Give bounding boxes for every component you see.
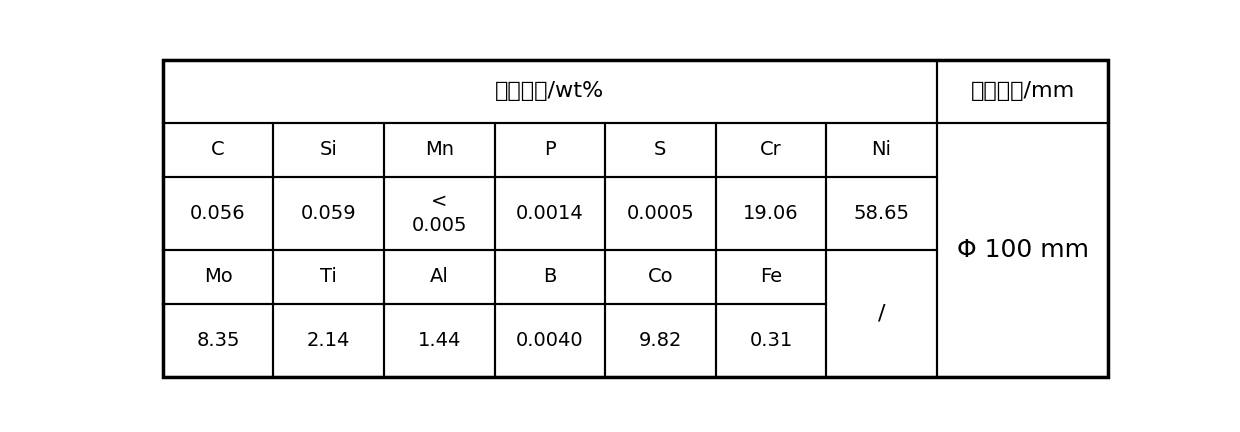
Text: Ti: Ti (320, 267, 337, 286)
Bar (384, 304, 495, 377)
Text: Φ 100 mm: Φ 100 mm (956, 238, 1089, 262)
Bar (273, 177, 384, 250)
Bar (495, 177, 605, 250)
Bar (273, 250, 384, 304)
Text: 0.059: 0.059 (301, 204, 356, 223)
Text: Ni: Ni (872, 140, 892, 159)
Bar (937, 123, 1109, 377)
Text: P: P (544, 140, 556, 159)
Text: C: C (211, 140, 224, 159)
Bar (605, 304, 715, 377)
Text: Cr: Cr (760, 140, 782, 159)
Text: <
0.005: < 0.005 (412, 192, 467, 235)
Text: Mn: Mn (425, 140, 454, 159)
Text: 19.06: 19.06 (743, 204, 799, 223)
Bar (162, 304, 273, 377)
Text: 0.31: 0.31 (749, 331, 792, 350)
Bar (605, 177, 715, 250)
Text: Si: Si (320, 140, 337, 159)
Text: 0.0014: 0.0014 (516, 204, 584, 223)
Text: 棒材规格/mm: 棒材规格/mm (971, 81, 1075, 101)
Text: 58.65: 58.65 (853, 204, 910, 223)
Bar (162, 60, 937, 123)
Bar (273, 123, 384, 177)
Bar (605, 123, 715, 177)
Bar (715, 123, 826, 177)
Text: 棒材成分/wt%: 棒材成分/wt% (495, 81, 604, 101)
Text: Fe: Fe (760, 267, 782, 286)
Bar (826, 123, 937, 177)
Bar (384, 123, 495, 177)
Bar (162, 123, 273, 177)
Bar (937, 60, 1109, 123)
Text: S: S (655, 140, 667, 159)
Text: /: / (878, 303, 885, 323)
Text: 0.056: 0.056 (190, 204, 246, 223)
Text: 1.44: 1.44 (418, 331, 461, 350)
Bar (605, 250, 715, 304)
Bar (384, 250, 495, 304)
Text: 0.0005: 0.0005 (626, 204, 694, 223)
Bar (715, 250, 826, 304)
Bar (826, 250, 937, 377)
Text: 8.35: 8.35 (196, 331, 239, 350)
Text: 9.82: 9.82 (639, 331, 682, 350)
Bar (162, 177, 273, 250)
Text: Al: Al (430, 267, 449, 286)
Text: Mo: Mo (203, 267, 232, 286)
Bar (715, 304, 826, 377)
Bar (273, 304, 384, 377)
Text: Co: Co (647, 267, 673, 286)
Bar (826, 177, 937, 250)
Text: 2.14: 2.14 (308, 331, 351, 350)
Bar (495, 304, 605, 377)
Bar (162, 250, 273, 304)
Bar (384, 177, 495, 250)
Bar (495, 123, 605, 177)
Text: 0.0040: 0.0040 (516, 331, 584, 350)
Bar (715, 177, 826, 250)
Text: B: B (543, 267, 557, 286)
Bar (495, 250, 605, 304)
